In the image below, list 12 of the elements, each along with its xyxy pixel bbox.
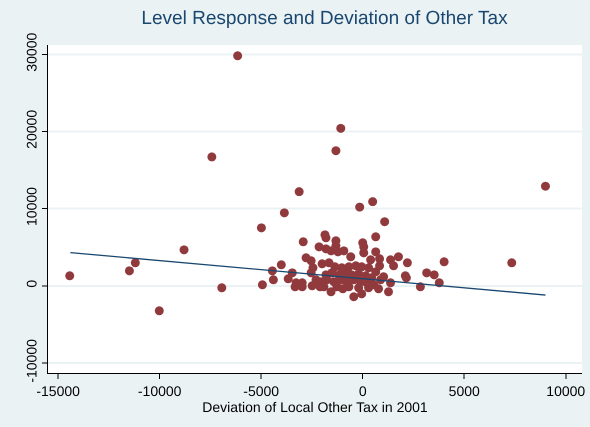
x-tick-label: -10000 <box>138 382 182 399</box>
x-tick-label: -5000 <box>243 382 280 399</box>
x-tick-label: 0 <box>358 382 367 399</box>
y-tick-label: 20000 <box>23 110 40 149</box>
y-tick-label: 0 <box>23 280 40 288</box>
y-tick-label: 30000 <box>23 32 40 72</box>
x-tick-label: 10000 <box>546 382 586 399</box>
chart-title: Level Response and Deviation of Other Tax <box>141 8 508 29</box>
x-tick-label: -15000 <box>36 382 80 399</box>
x-axis-title: Deviation of Local Other Tax in 2001 <box>202 399 428 416</box>
x-tick-label: 5000 <box>448 382 480 399</box>
y-tick-label: 10000 <box>23 186 40 226</box>
